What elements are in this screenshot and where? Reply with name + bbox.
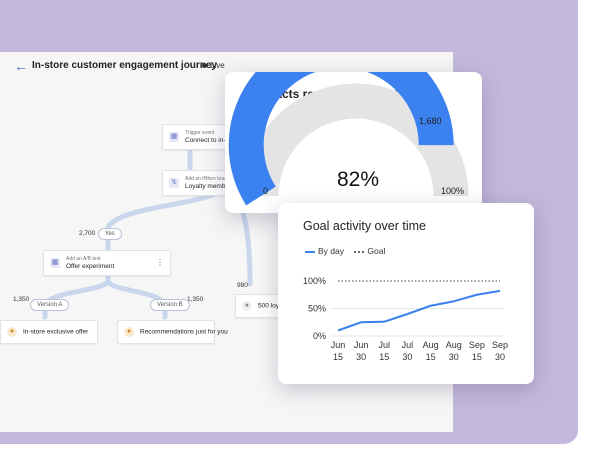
x-tick-day: 30 <box>449 352 459 362</box>
yes-pill: Yes <box>98 228 122 240</box>
x-tick-day: 15 <box>472 352 482 362</box>
message-icon: ● <box>242 301 252 311</box>
x-tick-day: 15 <box>426 352 436 362</box>
x-tick-day: 30 <box>495 352 505 362</box>
legend-goal-swatch <box>354 250 365 253</box>
legend-goal: Goal <box>367 246 386 256</box>
x-tick-month: Jun <box>354 340 369 350</box>
gauge-min-label: 0 <box>263 186 269 196</box>
x-tick-month: Jul <box>402 340 414 350</box>
offer-icon: ● <box>124 327 134 337</box>
trigger-node-kind: Trigger event <box>185 130 215 136</box>
exclusive-offer-label: In-store exclusive offer <box>23 328 89 336</box>
trigger-node-label: Connect to in-store <box>185 137 240 144</box>
goal-gauge <box>228 72 469 206</box>
offer-icon: ● <box>7 327 17 337</box>
gauge-end-label: 100% <box>441 186 465 196</box>
more-options-icon[interactable]: ⋮ <box>156 258 164 267</box>
back-arrow-icon[interactable]: ← <box>14 58 28 74</box>
x-tick-month: Aug <box>423 340 439 350</box>
exclusive-offer-node[interactable]: ● In-store exclusive offer <box>0 320 98 344</box>
recommendations-node[interactable]: ● Recommendations just for you <box>117 320 228 344</box>
goal-activity-card: Goal activity over time By day Goal 100%… <box>278 203 534 384</box>
gauge-track <box>243 83 469 197</box>
right-branch-count: 980 <box>237 282 248 289</box>
loyalty-label: 500 loyalty <box>258 302 290 310</box>
x-tick-day: 15 <box>379 352 389 362</box>
yes-count: 2,700 <box>79 230 96 237</box>
version-b-count: 1,350 <box>187 296 204 303</box>
y-tick-label: 0% <box>313 331 326 341</box>
trigger-icon: ▦ <box>169 132 179 142</box>
chart-legend: By day Goal <box>305 246 385 256</box>
x-tick-month: Jul <box>379 340 391 350</box>
ab-test-node-label: Offer experiment <box>66 263 115 270</box>
goal-activity-chart: 100% 50% 0% Jun 15 Jun 30 Jul 15 Jul 30 Aug 15 Aug 30 S… <box>303 276 508 362</box>
version-a-pill: Version A <box>30 299 70 311</box>
live-status-dot-icon <box>202 63 207 68</box>
activity-card-title: Goal activity over time <box>303 219 426 233</box>
version-a-count: 1,350 <box>13 296 30 303</box>
contacts-goal-card: Contacts reached the goal 0 1,680 100% 8… <box>225 72 482 213</box>
gauge-max-label: 1,680 <box>419 116 442 126</box>
y-tick-label: 100% <box>303 276 326 286</box>
legend-by-day-swatch <box>305 250 315 253</box>
branch-icon: ↯ <box>169 178 179 188</box>
ab-test-node[interactable]: ▦ Add an A/B test Offer experiment ⋮ <box>43 250 171 276</box>
x-tick-month: Jun <box>331 340 346 350</box>
version-b-pill: Version B <box>150 299 190 311</box>
y-tick-label: 50% <box>308 304 326 314</box>
journey-title: In-store customer engagement journey <box>32 60 218 71</box>
ab-test-icon: ▦ <box>50 258 60 268</box>
x-tick-day: 15 <box>333 352 343 362</box>
ab-test-node-kind: Add an A/B test <box>66 256 101 262</box>
gauge-center-value: 82% <box>336 168 380 191</box>
x-tick-month: Sep <box>469 340 485 350</box>
x-tick-day: 30 <box>402 352 412 362</box>
recommendations-label: Recommendations just for you <box>140 328 228 336</box>
x-tick-month: Aug <box>446 340 462 350</box>
legend-by-day: By day <box>318 246 344 256</box>
x-tick-month: Sep <box>492 340 508 350</box>
gauge-fill <box>228 72 454 206</box>
branch-node-kind: Add an if/then branch <box>185 176 233 182</box>
live-status-label: Live <box>210 61 225 70</box>
x-tick-day: 30 <box>356 352 366 362</box>
branch-node-label: Loyalty member <box>185 183 232 190</box>
series-line-by-day <box>337 289 501 332</box>
